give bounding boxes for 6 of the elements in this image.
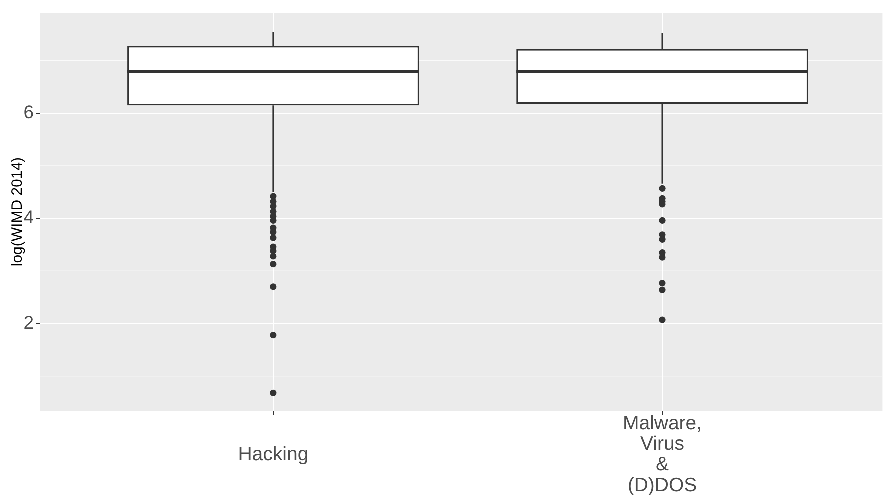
y-tick-label: 2 (24, 312, 34, 333)
y-axis-title: log(WIMD 2014) (9, 157, 26, 267)
y-tick-label: 4 (24, 206, 34, 228)
y-tick-label: 6 (24, 102, 34, 123)
x-tick-label: Malware, Virus & (D)DOS (622, 412, 702, 496)
x-tick-label: Hacking (238, 443, 309, 466)
